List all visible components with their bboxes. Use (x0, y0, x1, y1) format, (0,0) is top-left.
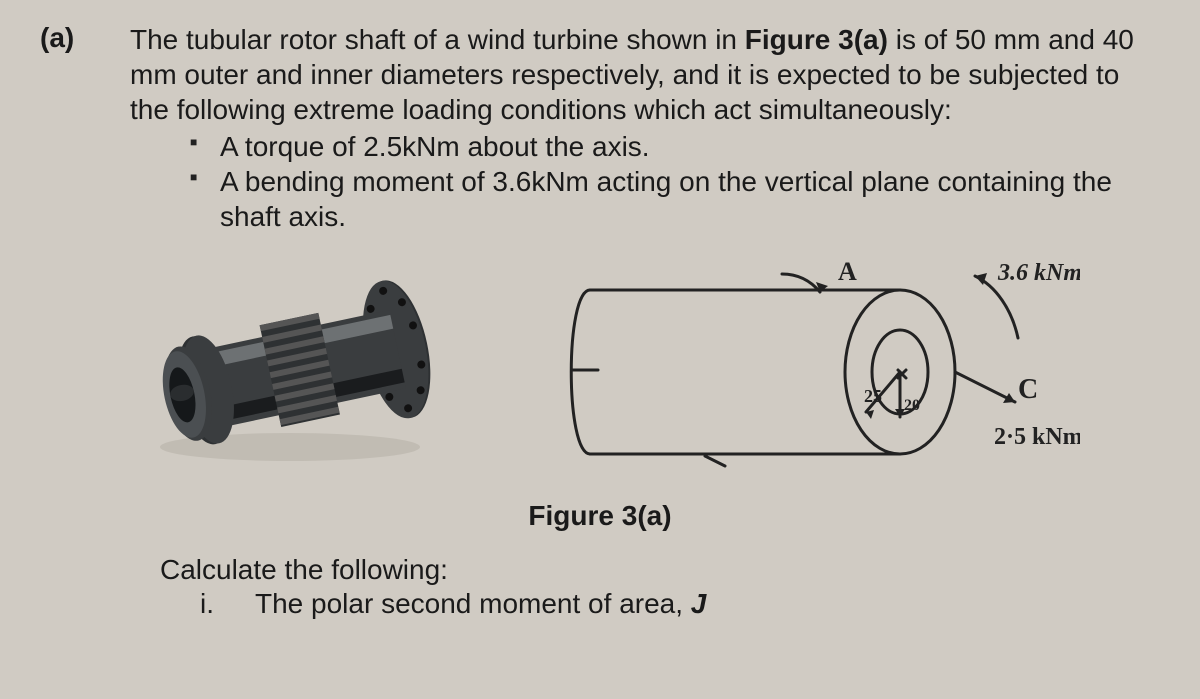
list-item: A torque of 2.5kNm about the axis. (190, 129, 1160, 164)
footer-item: i. The polar second moment of area, J (200, 588, 1160, 620)
diagram-label-r20: 20 (904, 397, 920, 414)
footer-lead: Calculate the following: (160, 554, 1160, 586)
rotor-photo (120, 262, 460, 472)
diagram-label-t: 2·5 kNm (994, 424, 1080, 450)
shaft-diagram: A 3.6 kNm C 2·5 kNm 25 20 (520, 252, 1080, 482)
footer-item-text-main: The polar second moment of area, (255, 588, 691, 619)
diagram-label-a: A (838, 257, 857, 286)
question-label: (a) (40, 22, 130, 54)
question-figref: Figure 3(a) (745, 24, 888, 55)
load-list: A torque of 2.5kNm about the axis. A ben… (190, 129, 1160, 234)
question-text: The tubular rotor shaft of a wind turbin… (130, 22, 1160, 127)
figure-caption: Figure 3(a) (40, 500, 1160, 532)
footer-block: Calculate the following: i. The polar se… (160, 554, 1160, 620)
figure-row: A 3.6 kNm C 2·5 kNm 25 20 (40, 252, 1160, 482)
footer-item-symbol: J (691, 588, 707, 619)
page-root: (a) The tubular rotor shaft of a wind tu… (0, 0, 1200, 640)
diagram-label-m: 3.6 kNm (997, 260, 1080, 286)
diagram-label-r25: 25 (864, 386, 882, 406)
question-header: (a) The tubular rotor shaft of a wind tu… (40, 22, 1160, 127)
diagram-label-c: C (1018, 374, 1038, 405)
list-item: A bending moment of 3.6kNm acting on the… (190, 164, 1160, 234)
footer-item-num: i. (200, 588, 255, 620)
footer-item-text: The polar second moment of area, J (255, 588, 706, 620)
question-text-pre: The tubular rotor shaft of a wind turbin… (130, 24, 745, 55)
